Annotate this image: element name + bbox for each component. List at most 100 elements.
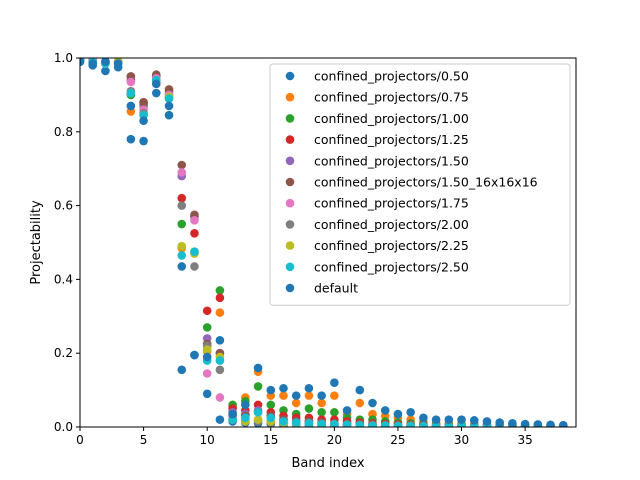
legend-marker bbox=[285, 135, 295, 144]
x-axis-ticks: 0 5 10 15 20 25 30 35 bbox=[76, 427, 533, 447]
data-point bbox=[393, 421, 403, 427]
y-tick-label: 0.8 bbox=[54, 125, 73, 139]
legend-entry: confined_projectors/0.50 bbox=[285, 69, 469, 84]
data-point bbox=[164, 110, 174, 120]
legend-marker bbox=[285, 92, 295, 102]
data-point bbox=[215, 356, 225, 365]
y-tick-label: 1.0 bbox=[54, 51, 73, 65]
legend-label: confined_projectors/0.50 bbox=[314, 69, 469, 84]
legend-label: confined_projectors/2.50 bbox=[314, 259, 469, 274]
legend-marker bbox=[285, 241, 295, 250]
legend: confined_projectors/0.50 confined_project… bbox=[269, 63, 571, 306]
data-point bbox=[355, 385, 365, 395]
legend-marker bbox=[285, 156, 295, 166]
data-point bbox=[291, 391, 301, 400]
legend-label: confined_projectors/1.50 bbox=[314, 153, 469, 168]
legend-label: confined_projectors/2.25 bbox=[314, 238, 469, 253]
data-point bbox=[202, 345, 212, 354]
data-point bbox=[139, 97, 148, 107]
legend-entry: confined_projectors/1.00 bbox=[285, 111, 469, 126]
legend-label: default bbox=[314, 281, 358, 296]
data-point bbox=[215, 415, 225, 424]
data-point bbox=[330, 378, 339, 388]
data-point bbox=[317, 398, 326, 408]
y-tick-label: 0.4 bbox=[54, 272, 73, 286]
data-point bbox=[380, 421, 390, 427]
data-point bbox=[317, 407, 326, 417]
x-tick-label: 10 bbox=[200, 433, 215, 447]
data-point bbox=[101, 66, 110, 76]
data-point bbox=[279, 383, 288, 393]
legend-box bbox=[269, 63, 571, 306]
data-point bbox=[177, 365, 187, 375]
legend-entry: confined_projectors/2.00 bbox=[285, 217, 469, 232]
data-point bbox=[126, 134, 136, 144]
legend-marker bbox=[285, 283, 295, 293]
y-tick-label: 0.0 bbox=[54, 420, 73, 434]
y-axis-label: Projectability bbox=[29, 200, 44, 285]
data-point bbox=[177, 168, 187, 177]
data-point bbox=[469, 416, 479, 425]
legend-entry: confined_projectors/1.50_16x16x16 bbox=[285, 175, 538, 190]
y-tick-label: 0.6 bbox=[54, 199, 73, 213]
data-point bbox=[419, 421, 428, 427]
data-point bbox=[520, 419, 530, 427]
points-layer bbox=[80, 58, 568, 427]
data-point bbox=[279, 391, 288, 400]
data-point bbox=[80, 58, 85, 66]
data-point bbox=[253, 407, 263, 417]
data-point bbox=[495, 418, 504, 427]
data-point bbox=[190, 247, 199, 257]
data-point bbox=[215, 365, 225, 375]
data-point bbox=[558, 420, 568, 427]
legend-entry: confined_projectors/1.75 bbox=[285, 196, 469, 211]
data-point bbox=[317, 391, 326, 400]
data-point bbox=[279, 417, 288, 426]
legend-label: confined_projectors/1.75 bbox=[314, 196, 469, 211]
data-point bbox=[215, 335, 225, 345]
data-point bbox=[177, 241, 187, 251]
legend-marker bbox=[285, 71, 295, 81]
axes-frame bbox=[79, 57, 577, 428]
data-point bbox=[215, 393, 225, 402]
legend-label: confined_projectors/1.25 bbox=[314, 132, 469, 147]
data-point bbox=[508, 419, 517, 427]
data-point bbox=[190, 350, 199, 360]
data-point bbox=[177, 262, 187, 271]
data-point bbox=[266, 385, 276, 395]
data-point bbox=[419, 413, 428, 423]
data-point bbox=[266, 413, 276, 423]
legend-entry: confined_projectors/1.25 bbox=[285, 132, 469, 147]
data-point bbox=[126, 77, 136, 87]
data-point bbox=[304, 383, 314, 393]
x-tick-label: 0 bbox=[76, 433, 84, 447]
data-point bbox=[304, 391, 314, 400]
data-point bbox=[202, 323, 212, 332]
data-point bbox=[241, 400, 250, 410]
legend-marker bbox=[285, 198, 295, 208]
data-point bbox=[228, 409, 237, 419]
data-point bbox=[88, 59, 98, 68]
data-point bbox=[152, 88, 161, 98]
x-tick-label: 30 bbox=[454, 433, 469, 447]
data-point bbox=[202, 389, 212, 399]
data-point bbox=[342, 406, 352, 415]
data-point bbox=[291, 418, 301, 427]
legend-label: confined_projectors/0.75 bbox=[314, 90, 469, 105]
data-point bbox=[546, 420, 555, 427]
x-tick-label: 15 bbox=[263, 433, 278, 447]
data-point bbox=[368, 398, 377, 408]
data-point bbox=[431, 415, 441, 424]
data-point bbox=[380, 406, 390, 415]
data-point bbox=[330, 407, 339, 417]
legend-entry: confined_projectors/2.50 bbox=[285, 259, 469, 274]
data-point bbox=[202, 306, 212, 316]
data-point bbox=[215, 308, 225, 317]
data-point bbox=[202, 369, 212, 378]
data-point bbox=[190, 216, 199, 225]
data-point bbox=[152, 79, 161, 89]
x-axis-label: Band index bbox=[291, 456, 364, 471]
data-point bbox=[202, 352, 212, 362]
data-point bbox=[215, 293, 225, 303]
data-point bbox=[368, 421, 377, 427]
